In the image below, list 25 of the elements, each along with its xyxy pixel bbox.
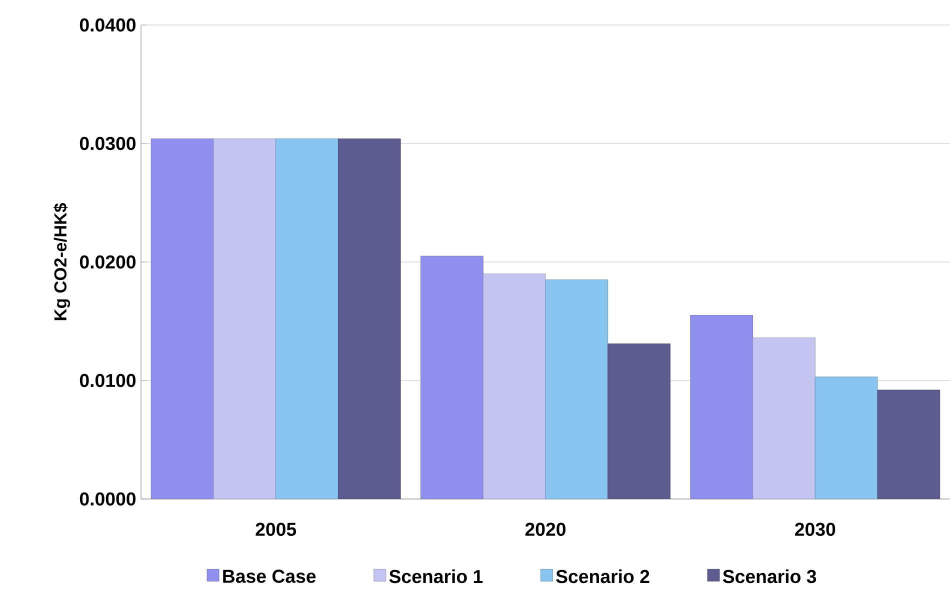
y-tick-label: 0.0200 (80, 255, 136, 269)
x-tick-label: 2005 (256, 522, 296, 536)
bar (752, 338, 816, 499)
bar (276, 138, 338, 499)
bar (690, 315, 754, 499)
bar (814, 376, 878, 499)
y-axis-title: Kg CO2-e/HK$ (54, 203, 70, 320)
legend-label: Scenario 3 (722, 569, 816, 584)
x-tick-label: 2020 (525, 522, 566, 536)
bar (608, 344, 670, 499)
x-tick-label: 2030 (795, 522, 836, 536)
bar (877, 390, 940, 499)
y-tick-label: 0.0300 (80, 136, 136, 150)
bar (420, 256, 484, 499)
bar (338, 138, 401, 499)
bar (150, 138, 214, 499)
bar (545, 280, 608, 499)
legend-label: Scenario 1 (389, 569, 483, 584)
y-tick-label: 0.0000 (80, 492, 136, 506)
legend-label: Scenario 2 (556, 569, 650, 584)
y-tick-label: 0.0400 (80, 18, 136, 32)
legend-label: Base Case (223, 570, 316, 583)
bar (213, 138, 276, 499)
bar (482, 274, 546, 499)
y-tick-label: 0.0100 (80, 374, 136, 388)
